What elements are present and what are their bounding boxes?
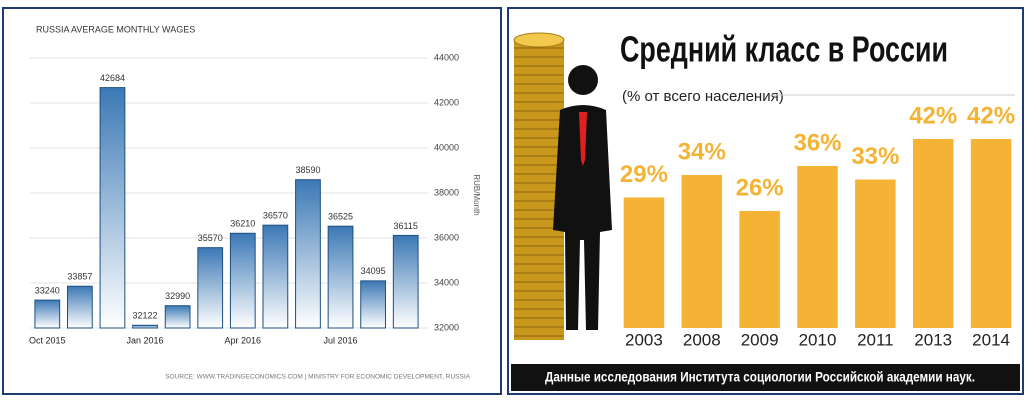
value-label: 33% <box>851 143 899 170</box>
person <box>553 65 612 330</box>
y-tick-label: 36000 <box>434 232 459 242</box>
value-label: 26% <box>736 174 784 201</box>
value-label: 34% <box>678 138 726 165</box>
value-label: 36% <box>793 129 841 156</box>
bar <box>327 225 354 329</box>
footer-band <box>511 364 1020 391</box>
bar <box>66 285 93 329</box>
bar <box>912 139 954 328</box>
y-axis-label: RUB/Month <box>472 174 481 215</box>
x-tick-label: Oct 2015 <box>29 335 66 345</box>
source: SOURCE: WWW.TRADINGECONOMICS.COM | MINIS… <box>165 374 470 381</box>
value-label: 42684 <box>100 73 125 83</box>
bar <box>295 179 321 329</box>
x-tick-label: Apr 2016 <box>225 335 262 345</box>
bar <box>262 224 289 329</box>
value-label: 42% <box>909 102 957 129</box>
y-tick-label: 42000 <box>434 97 459 107</box>
y-tick-label: 32000 <box>434 322 459 332</box>
value-label: 35570 <box>198 233 223 243</box>
value-label: 36570 <box>263 211 288 221</box>
y-tick-label: 34000 <box>434 277 459 287</box>
footer: Данные исследования Института социологии… <box>545 369 975 385</box>
x-tick-label: 2003 <box>625 330 663 349</box>
coin-edges <box>514 47 564 337</box>
value-label: 29% <box>620 161 668 188</box>
value-label: 38590 <box>295 165 320 175</box>
value-label: 36210 <box>230 219 255 229</box>
bar <box>360 280 387 329</box>
bar <box>970 139 1012 328</box>
bar <box>623 197 665 328</box>
bar <box>99 87 126 329</box>
bar <box>739 211 780 328</box>
value-label: 33857 <box>67 272 92 282</box>
bar <box>797 166 838 328</box>
bar <box>34 299 61 329</box>
bar <box>132 324 158 329</box>
x-tick-label: 2010 <box>799 330 837 349</box>
bar <box>197 247 224 329</box>
x-tick-label: 2008 <box>683 330 721 349</box>
value-label: 33240 <box>35 285 60 295</box>
left-panel <box>2 7 502 395</box>
bar <box>229 232 256 329</box>
x-tick-label: Jan 2016 <box>127 335 164 345</box>
y-tick-label: 40000 <box>434 142 459 152</box>
value-label: 34095 <box>361 266 386 276</box>
value-label: 32122 <box>133 311 158 321</box>
x-tick-label: Jul 2016 <box>324 335 358 345</box>
x-tick-label: 2009 <box>741 330 779 349</box>
x-tick-label: 2014 <box>972 330 1010 349</box>
bar <box>392 234 419 329</box>
bar <box>855 179 896 328</box>
bar <box>164 305 191 329</box>
bar <box>681 175 723 328</box>
x-tick-label: 2013 <box>914 330 952 349</box>
value-label: 42% <box>967 102 1015 129</box>
subtitle: (% от всего населения) <box>622 88 784 105</box>
value-label: 36525 <box>328 212 353 222</box>
chart-title: RUSSIA AVERAGE MONTHLY WAGES <box>36 24 195 34</box>
value-label: 36115 <box>394 221 418 231</box>
y-tick-label: 38000 <box>434 187 459 197</box>
x-tick-label: 2011 <box>857 330 894 349</box>
y-tick-label: 44000 <box>434 52 459 62</box>
value-label: 32990 <box>165 291 190 301</box>
chart-title: Средний класс в России <box>620 29 948 70</box>
